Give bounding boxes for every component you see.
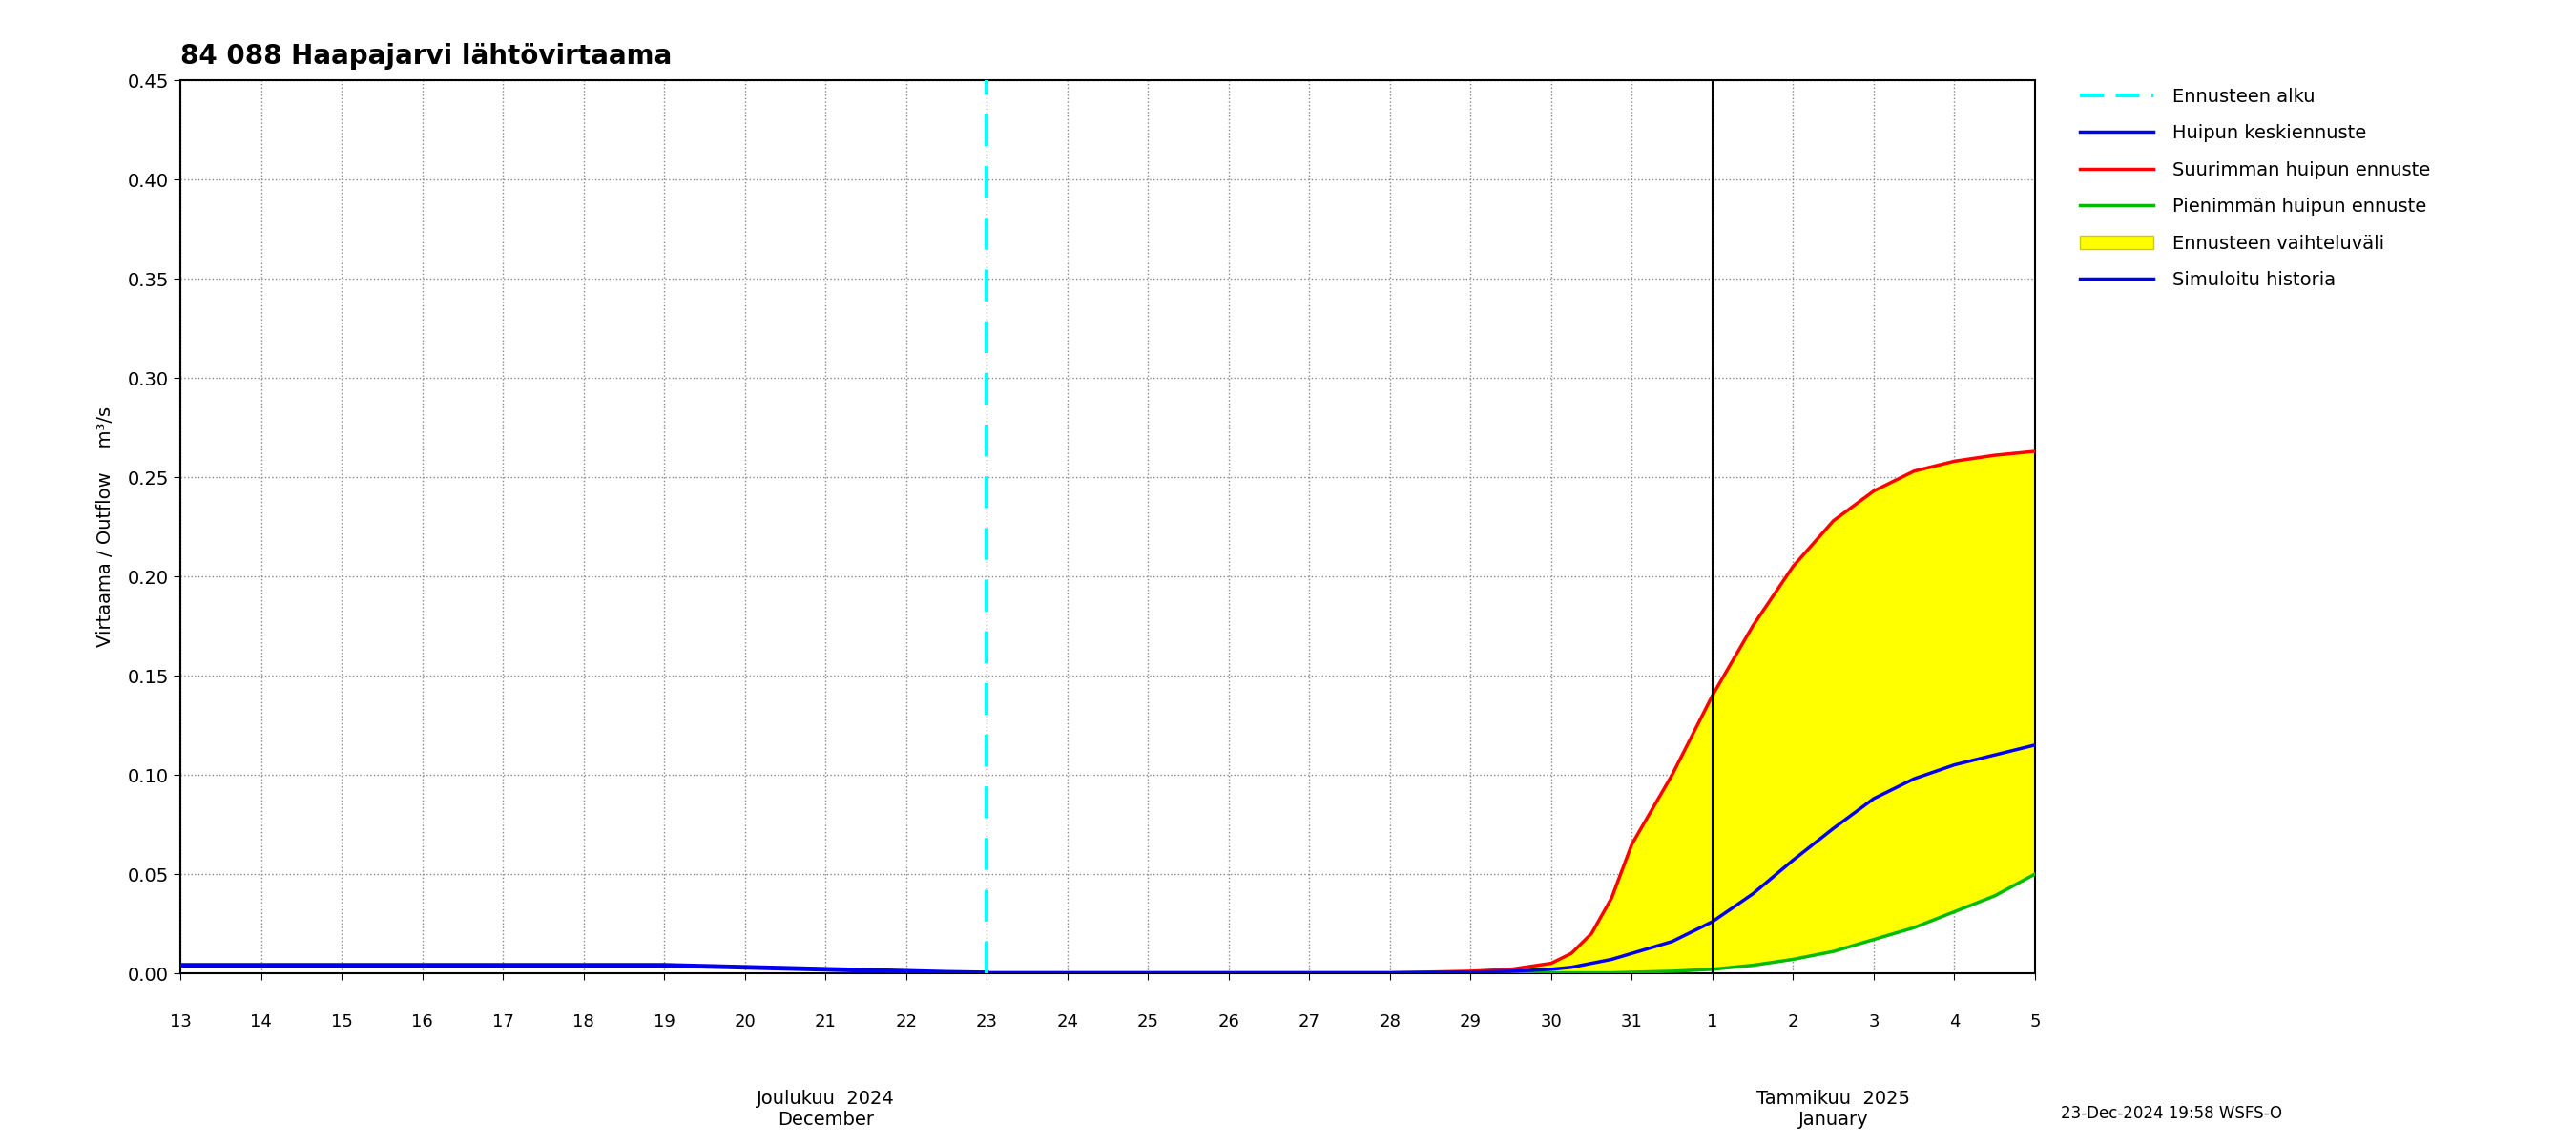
Text: 23-Dec-2024 19:58 WSFS-O: 23-Dec-2024 19:58 WSFS-O	[2061, 1105, 2282, 1122]
Text: Tammikuu  2025
January: Tammikuu 2025 January	[1757, 1089, 1911, 1129]
Text: 1: 1	[1708, 1013, 1718, 1030]
Text: 27: 27	[1298, 1013, 1321, 1030]
Text: 17: 17	[492, 1013, 513, 1030]
Text: Joulukuu  2024
December: Joulukuu 2024 December	[757, 1089, 894, 1129]
Text: 18: 18	[572, 1013, 595, 1030]
Text: 21: 21	[814, 1013, 837, 1030]
Text: 25: 25	[1136, 1013, 1159, 1030]
Text: 20: 20	[734, 1013, 755, 1030]
Text: 13: 13	[170, 1013, 191, 1030]
Legend: Ennusteen alku, Huipun keskiennuste, Suurimman huipun ennuste, Pienimmän huipun : Ennusteen alku, Huipun keskiennuste, Suu…	[2071, 80, 2437, 297]
Text: 14: 14	[250, 1013, 273, 1030]
Text: 26: 26	[1218, 1013, 1239, 1030]
Text: 3: 3	[1868, 1013, 1880, 1030]
Text: 5: 5	[2030, 1013, 2040, 1030]
Y-axis label: Virtaama / Outflow    m³/s: Virtaama / Outflow m³/s	[95, 406, 113, 647]
Text: 16: 16	[412, 1013, 433, 1030]
Text: 29: 29	[1461, 1013, 1481, 1030]
Text: 28: 28	[1378, 1013, 1401, 1030]
Text: 19: 19	[654, 1013, 675, 1030]
Text: 4: 4	[1950, 1013, 1960, 1030]
Text: 31: 31	[1620, 1013, 1643, 1030]
Text: 22: 22	[894, 1013, 917, 1030]
Text: 30: 30	[1540, 1013, 1561, 1030]
Text: 24: 24	[1056, 1013, 1079, 1030]
Text: 15: 15	[330, 1013, 353, 1030]
Text: 2: 2	[1788, 1013, 1798, 1030]
Text: 23: 23	[976, 1013, 997, 1030]
Text: 84 088 Haapajarvi lähtövirtaama: 84 088 Haapajarvi lähtövirtaama	[180, 44, 672, 70]
